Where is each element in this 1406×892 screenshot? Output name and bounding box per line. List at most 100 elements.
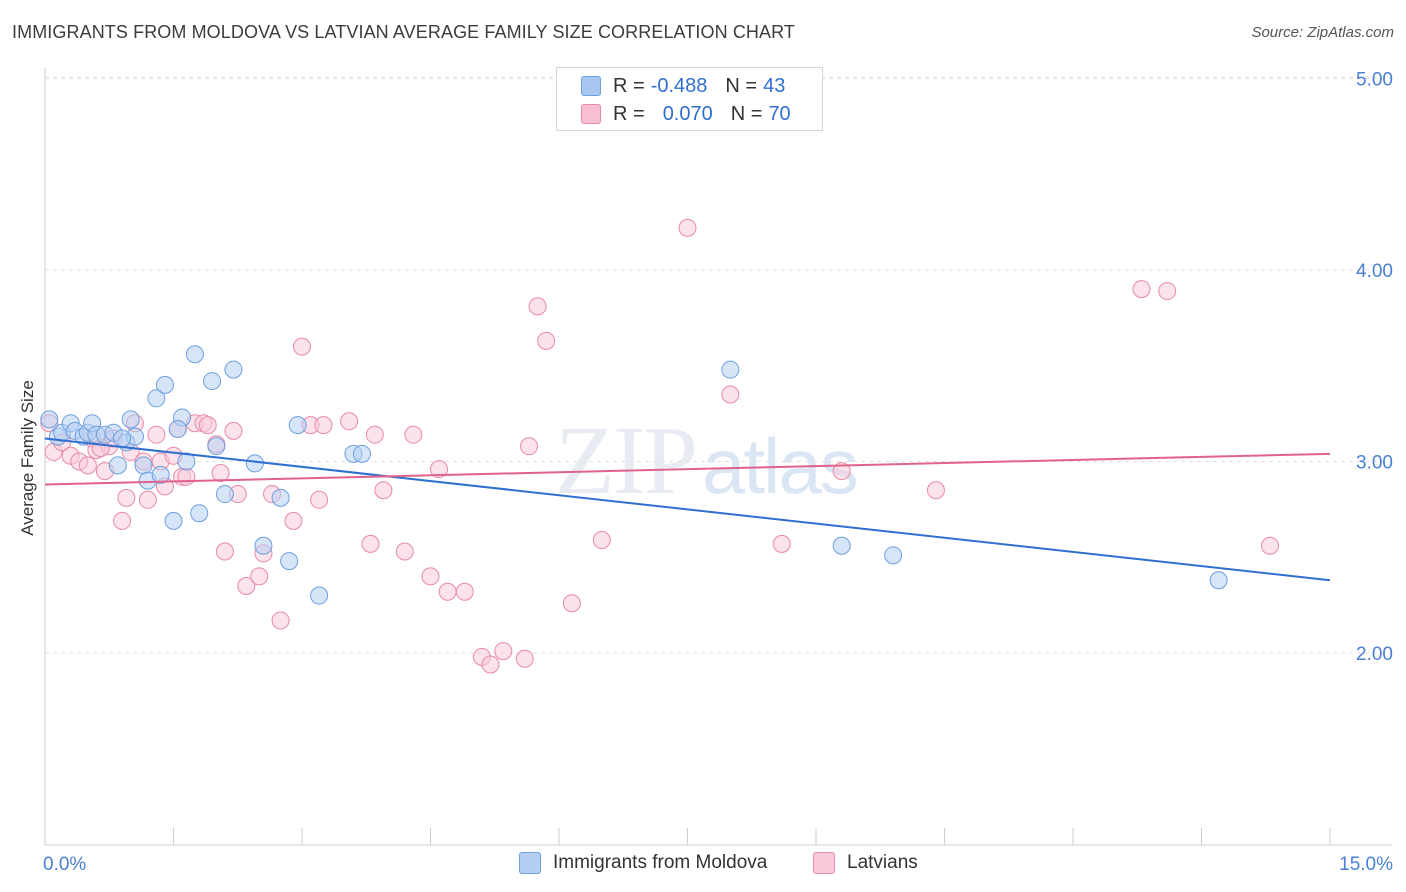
y-tick-label: 4.00 [1356, 261, 1393, 282]
latvians-point [1132, 280, 1151, 299]
chart-title: IMMIGRANTS FROM MOLDOVA VS LATVIAN AVERA… [12, 22, 796, 42]
bottom-legend-moldova: Immigrants from Moldova [519, 852, 767, 874]
latvians-point [340, 412, 359, 431]
moldova-point [108, 456, 127, 475]
latvians-point [374, 481, 393, 500]
moldova-point [164, 511, 183, 530]
latvians-point [314, 416, 333, 435]
legend-row-moldova: R = -0.488 N = 43 [581, 72, 785, 100]
latvians-point [361, 534, 380, 553]
latvians-point [271, 611, 290, 630]
moldova-point [224, 360, 243, 379]
moldova-point [121, 410, 140, 429]
source-label: Source: ZipAtlas.com [1251, 24, 1394, 41]
latvians-point [78, 456, 97, 475]
latvians-point [395, 542, 414, 561]
x-tick-label: 0.0% [43, 854, 86, 875]
latvians-point [177, 467, 196, 486]
moldova-point [151, 465, 170, 484]
bottom-legend-swatch-moldova [519, 852, 541, 874]
legend-row-latvians: R = 0.070 N = 70 [581, 100, 791, 128]
latvians-point [293, 337, 311, 356]
moldova-point [280, 552, 299, 571]
y-tick-label: 2.00 [1356, 644, 1393, 665]
latvians-point [430, 460, 449, 479]
latvians-point [438, 582, 457, 601]
legend-n-label: N = [730, 102, 763, 125]
moldova-point [721, 360, 740, 379]
latvians-point [678, 218, 697, 237]
latvians-trend-line [44, 452, 1331, 486]
moldova-point [185, 345, 204, 364]
latvians-point [455, 582, 474, 601]
latvians-point [1158, 282, 1177, 301]
moldova-point [884, 546, 903, 565]
legend-r-label: R = [613, 74, 645, 97]
moldova-trend-line [44, 437, 1331, 582]
moldova-point [40, 410, 59, 429]
moldova-point [832, 536, 851, 555]
legend-n-value: 43 [763, 74, 786, 97]
moldova-point [155, 375, 174, 394]
y-axis-label: Average Family Size [18, 380, 37, 536]
moldova-point [271, 488, 290, 507]
moldova-point [203, 372, 222, 391]
y-tick-label: 5.00 [1356, 70, 1393, 91]
legend-swatch-moldova [581, 76, 601, 96]
latvians-point [224, 421, 243, 440]
latvians-point [284, 511, 303, 530]
legend-n-value: 70 [768, 102, 791, 125]
latvians-point [250, 567, 269, 586]
latvians-point [117, 488, 136, 507]
latvians-point [211, 463, 230, 482]
bottom-legend-swatch-latvians [813, 852, 835, 874]
moldova-point [177, 452, 196, 471]
legend-r-value: -0.488 [650, 74, 708, 97]
latvians-point [832, 462, 851, 481]
moldova-point [134, 456, 153, 475]
latvians-point [138, 490, 157, 509]
moldova-point [190, 504, 209, 523]
moldova-point [215, 485, 234, 504]
latvians-point [537, 331, 556, 350]
latvians-point [772, 534, 791, 553]
moldova-point [245, 454, 264, 473]
latvians-point [404, 425, 423, 444]
latvians-point [421, 567, 440, 586]
moldova-point [168, 419, 187, 438]
latvians-point [520, 437, 539, 456]
moldova-point [207, 437, 226, 456]
moldova-point [147, 389, 166, 408]
legend-r-label: R = [613, 102, 645, 125]
moldova-point [288, 416, 307, 435]
latvians-point [310, 490, 329, 509]
moldova-point [113, 429, 132, 448]
latvians-point [721, 385, 740, 404]
x-tick-label: 15.0% [1339, 854, 1393, 875]
y-tick-label: 3.00 [1356, 453, 1393, 474]
latvians-point [215, 542, 234, 561]
moldova-point [352, 444, 371, 463]
latvians-point [113, 511, 132, 530]
latvians-point [562, 594, 581, 613]
latvians-point [494, 642, 513, 661]
latvians-point [592, 531, 611, 550]
moldova-point [310, 586, 329, 605]
legend-r-value: 0.070 [662, 102, 713, 125]
latvians-point [237, 576, 256, 595]
legend-swatch-latvians [581, 104, 601, 124]
legend-n-label: N = [725, 74, 758, 97]
latvians-point [515, 649, 534, 668]
correlation-legend: R = -0.488 N = 43 R = 0.070 N = 70 [556, 67, 823, 131]
latvians-point [198, 416, 217, 435]
latvians-point [365, 425, 384, 444]
bottom-legend-label: Immigrants from Moldova [553, 852, 768, 873]
bottom-legend-label: Latvians [847, 852, 918, 873]
moldova-point [254, 536, 273, 555]
latvians-point [926, 481, 945, 500]
latvians-point [147, 425, 166, 444]
latvians-point [481, 655, 500, 674]
latvians-point [528, 297, 547, 316]
latvians-point [1261, 536, 1280, 555]
